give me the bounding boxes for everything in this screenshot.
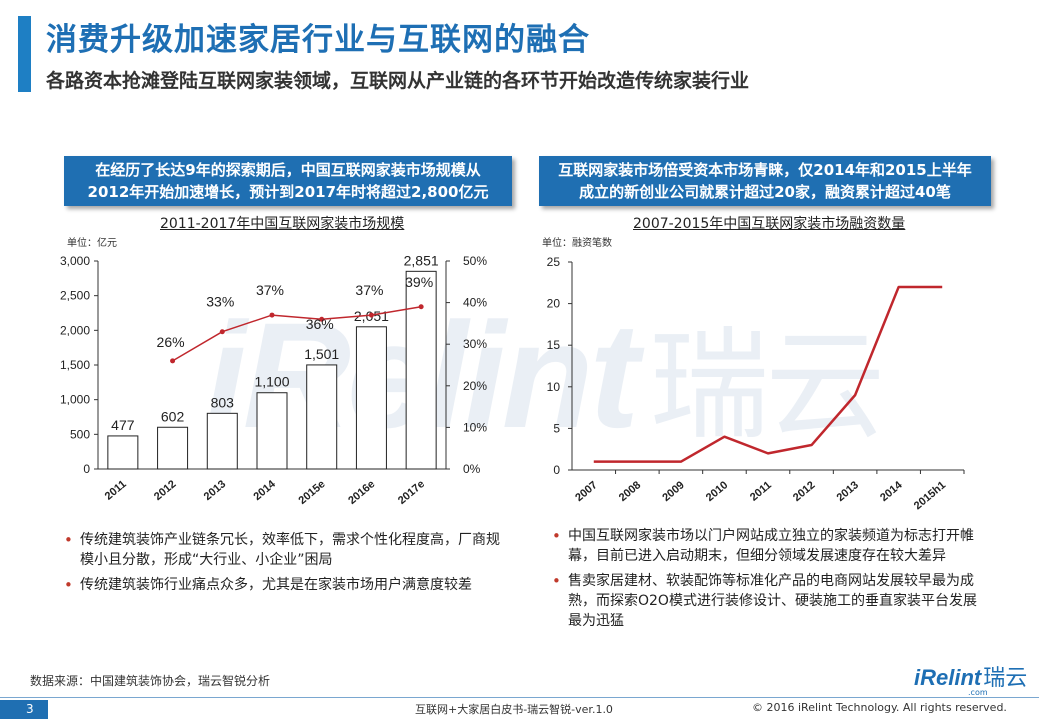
market-size-chart: 0 500 1,000 1,500 2,000 2,500 3,000 0% 10% 20% 30%…	[60, 252, 487, 507]
bar-value-label: 477	[111, 417, 135, 433]
bar-value-label: 2,851	[404, 252, 439, 268]
y2-tick-label: 10%	[463, 420, 487, 434]
x-tick-label: 2013	[835, 479, 861, 504]
data-source: 数据来源：中国建筑装饰协会，瑞云智锐分析	[30, 674, 271, 688]
x-tick-label: 2014	[878, 479, 905, 504]
bar	[256, 392, 288, 470]
left-banner: 在经历了长达9年的探索期后，中国互联网家装市场规模从 2012年开始加速增长，预…	[64, 156, 512, 206]
bar	[107, 435, 139, 470]
y-tick-label: 20	[547, 297, 561, 311]
bar-value-label: 1,100	[254, 374, 289, 390]
bar-value-label: 803	[211, 394, 235, 410]
right-banner: 互联网家装市场倍受资本市场青睐，仅2014年和2015上半年 成立的新创业公司就…	[539, 156, 991, 206]
footer-divider	[0, 697, 1039, 698]
left-bullet-list: 传统建筑装饰产业链条冗长，效率低下，需求个性化程度高，厂商规模小且分散，形成“大…	[62, 530, 502, 600]
percentage-label: 37%	[355, 282, 383, 298]
x-tick-label: 2010	[704, 479, 730, 504]
page-title: 消费升级加速家居行业与互联网的融合	[46, 22, 590, 58]
y-tick-label: 1,000	[60, 393, 90, 407]
funding-line	[593, 285, 943, 463]
irelint-logo: iRelint瑞云	[914, 665, 1028, 690]
right-bullet-2: 售卖家居建材、软装配饰等标准化产品的电商网站发展较早最为成熟，而探索O2O模式进…	[550, 571, 980, 631]
x-tick-label: 2015h1	[912, 479, 948, 512]
y2-tick-label: 30%	[463, 337, 487, 351]
left-chart-unit: 单位：亿元	[67, 238, 117, 249]
y2-tick-label: 0%	[463, 462, 481, 476]
y-tick-label: 2,000	[60, 323, 90, 337]
right-bullet-1: 中国互联网家装市场以门户网站成立独立的家装频道为标志打开帷幕，目前已进入启动期末…	[550, 526, 980, 566]
bar-value-label: 602	[161, 408, 185, 424]
page-number: 3	[0, 700, 48, 719]
y2-tick-label: 20%	[463, 379, 487, 393]
bar	[405, 270, 437, 470]
right-bullet-list: 中国互联网家装市场以门户网站成立独立的家装频道为标志打开帷幕，目前已进入启动期末…	[550, 526, 980, 636]
percentage-label: 37%	[256, 282, 284, 298]
funding-count-chart: 0 5 10 15 20 25 2007 2008 2009 2010 2011 2012 2013 20…	[547, 255, 965, 512]
x-tick-label: 2007	[573, 479, 599, 504]
document-title: 互联网+大家居白皮书-瑞云智锐-ver.1.0	[415, 703, 613, 716]
y-tick-label: 1,500	[60, 358, 90, 372]
y2-tick-label: 50%	[463, 254, 487, 268]
left-bullet-1: 传统建筑装饰产业链条冗长，效率低下，需求个性化程度高，厂商规模小且分散，形成“大…	[62, 530, 502, 570]
left-bullet-2: 传统建筑装饰行业痛点众多，尤其是在家装市场用户满意度较差	[62, 575, 502, 595]
y-tick-label: 500	[70, 427, 90, 441]
y-tick-label: 3,000	[60, 254, 90, 268]
x-tick-label: 2008	[617, 479, 643, 504]
bar	[206, 412, 238, 470]
y-tick-label: 0	[83, 462, 90, 476]
left-chart-title: 2011-2017年中国互联网家装市场规模	[160, 216, 405, 232]
percentage-label: 33%	[206, 294, 234, 310]
percentage-point	[269, 312, 275, 318]
x-tick-label: 2009	[660, 479, 686, 504]
title-accent-bar	[18, 16, 31, 92]
copyright: © 2016 iRelint Technology. All rights re…	[752, 701, 1007, 714]
right-chart-unit: 单位：融资笔数	[542, 238, 612, 249]
percentage-point	[170, 358, 176, 364]
percentage-line	[172, 306, 422, 362]
page-subtitle: 各路资本抢滩登陆互联网家装领域，互联网从产业链的各环节开始改造传统家装行业	[46, 70, 750, 92]
percentage-label: 36%	[306, 316, 334, 332]
percentage-point	[368, 312, 374, 318]
right-chart-title: 2007-2015年中国互联网家装市场融资数量	[633, 216, 906, 232]
left-banner-line1: 在经历了长达9年的探索期后，中国互联网家装市场规模从	[95, 161, 481, 179]
percentage-point	[219, 329, 225, 335]
logo-domain: .com	[968, 688, 988, 697]
y-tick-label: 2,500	[60, 289, 90, 303]
right-banner-line1: 互联网家装市场倍受资本市场青睐，仅2014年和2015上半年	[558, 161, 972, 179]
percentage-point	[418, 304, 424, 310]
x-tick-label: 2012	[791, 479, 817, 504]
y-tick-label: 10	[547, 380, 561, 394]
y-tick-label: 15	[547, 338, 561, 352]
percentage-point	[319, 316, 325, 322]
left-banner-line2: 2012年开始加速增长，预计到2017年时将超过2,800亿元	[87, 183, 489, 201]
percentage-label: 39%	[405, 274, 433, 290]
right-banner-line2: 成立的新创业公司就累计超过20家，融资累计超过40笔	[579, 183, 951, 201]
y-tick-label: 25	[547, 255, 561, 269]
bar-value-label: 1,501	[304, 346, 339, 362]
y2-tick-label: 40%	[463, 296, 487, 310]
bar	[306, 364, 338, 470]
y-tick-label: 5	[553, 421, 560, 435]
y-tick-label: 0	[553, 463, 560, 477]
bar	[355, 326, 387, 470]
percentage-label: 26%	[157, 334, 185, 350]
bar	[157, 426, 189, 470]
x-tick-label: 2011	[748, 479, 774, 504]
